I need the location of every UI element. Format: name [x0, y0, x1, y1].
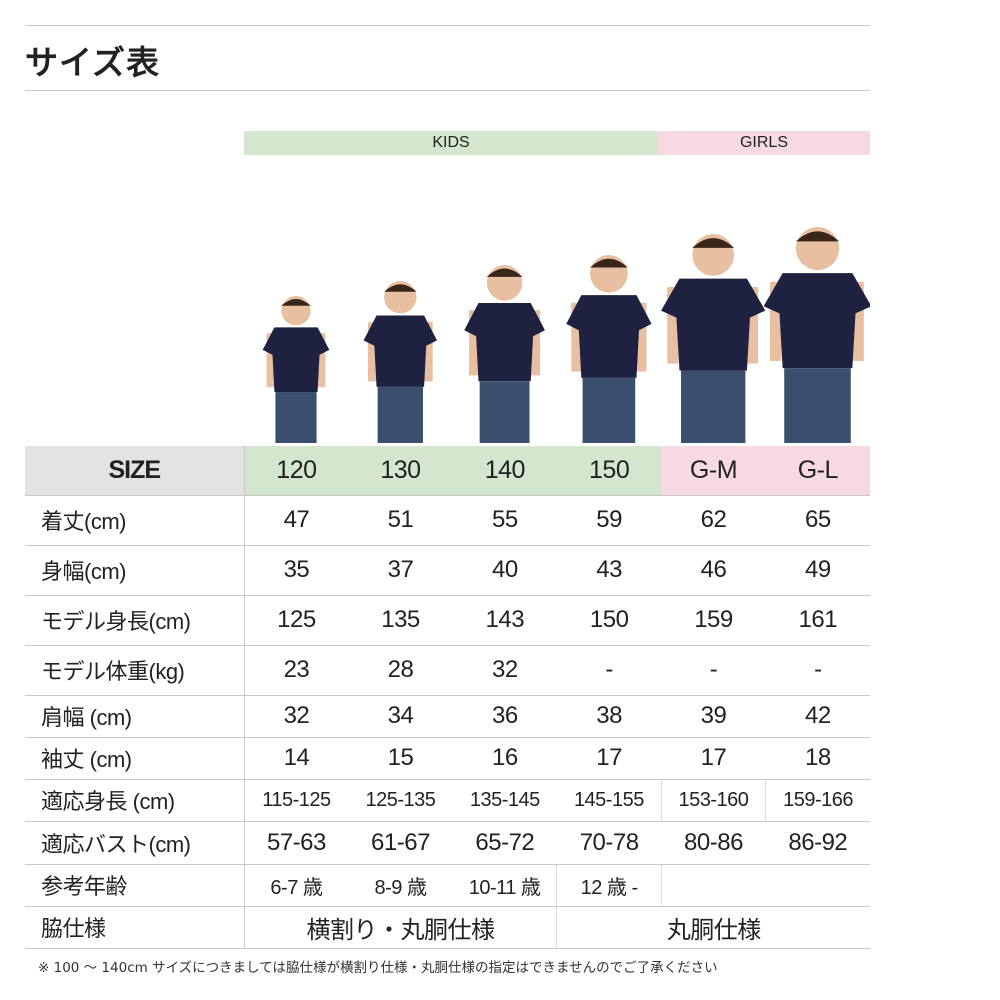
cell-value: 135-145	[452, 779, 557, 822]
cell-value: 145-155	[556, 779, 662, 822]
cell-value: 36	[452, 695, 557, 738]
table-row: 適応バスト(cm) 57-63 61-67 65-72 70-78 80-86 86-92	[25, 821, 870, 865]
cell-value: 47	[244, 495, 349, 546]
cell-value: 32	[452, 645, 557, 696]
row-label: モデル体重(kg)	[25, 645, 245, 696]
row-label: 着丈(cm)	[25, 495, 245, 546]
size-G-L: G-L	[765, 446, 870, 496]
row-label: 脇仕様	[25, 906, 245, 949]
cell-value: 43	[556, 545, 662, 596]
top-divider	[25, 25, 870, 26]
table-row: モデル体重(kg) 23 28 32- - -	[25, 645, 870, 696]
model-figure-150	[566, 255, 652, 443]
cell-value: 34	[348, 695, 453, 738]
cell-value: 161	[765, 595, 870, 646]
cell-value: 125-135	[348, 779, 453, 822]
table-row: 適応身長 (cm) 115-125 125-135 135-145 145-155 153…	[25, 779, 870, 822]
cell-value: 153-160	[661, 779, 767, 822]
cell-value: 143	[452, 595, 557, 646]
cell-value: 横割り・丸胴仕様	[244, 906, 558, 949]
row-label: 肩幅 (cm)	[25, 695, 245, 738]
size-140: 140	[452, 446, 557, 496]
size-header: SIZE	[25, 446, 245, 496]
cell-value: 115-125	[244, 779, 349, 822]
cell-value: 23	[244, 645, 349, 696]
cell-value: 70-78	[556, 821, 662, 865]
cell-value: 86-92	[765, 821, 870, 865]
model-figure-G-M	[661, 234, 766, 443]
table-row: 袖丈 (cm) 14 15 16 17 17 18	[25, 737, 870, 780]
table-row: 肩幅 (cm) 32 34 36 38 39 42	[25, 695, 870, 738]
cell-value: 32	[244, 695, 349, 738]
title-divider	[25, 90, 870, 91]
cell-value: 10-11 歳	[452, 864, 558, 907]
cell-value: 80-86	[661, 821, 766, 865]
size-G-M: G-M	[661, 446, 766, 496]
size-table: SIZE 120 130 140 150 G-M G-L 着丈(cm) 47 51 55 59 62 65…	[25, 446, 870, 949]
cell-value: 62	[661, 495, 766, 546]
cell-value: 59	[556, 495, 662, 546]
cell-value: 16	[452, 737, 557, 780]
cell-value: 159	[661, 595, 766, 646]
cell-value: 150	[556, 595, 662, 646]
cell-value: 17	[556, 737, 662, 780]
cell-value: 17	[661, 737, 766, 780]
cell-value: 12 歳 -	[556, 864, 662, 907]
cell-value: 18	[765, 737, 870, 780]
table-row: モデル身長(cm) 125 135 143 150 159 161	[25, 595, 870, 646]
cell-value: 14	[244, 737, 349, 780]
cell-value: 15	[348, 737, 453, 780]
cell-value: -	[661, 645, 766, 696]
model-figure-130	[363, 281, 438, 443]
cell-value: 65	[765, 495, 870, 546]
model-figure-140	[464, 265, 545, 443]
table-row: 参考年齢 6-7 歳 8-9 歳 10-11 歳 12 歳 -	[25, 864, 870, 907]
cell-value: 125	[244, 595, 349, 646]
cell-value: 61-67	[348, 821, 453, 865]
cell-value: 57-63	[244, 821, 349, 865]
cell-value: 8-9 歳	[348, 864, 453, 907]
cell-value: 159-166	[765, 779, 870, 822]
cell-value: 28	[348, 645, 453, 696]
cell-value: 65-72	[452, 821, 557, 865]
model-figure-120	[262, 296, 330, 443]
cell-value: 46	[661, 545, 766, 596]
cell-value: 40	[452, 545, 557, 596]
cell-value: 37	[348, 545, 453, 596]
table-row: 身幅(cm) 35 37 40 43 46 49	[25, 545, 870, 596]
row-label: 身幅(cm)	[25, 545, 245, 596]
cell-value: 49	[765, 545, 870, 596]
cell-value: 135	[348, 595, 453, 646]
girls-group-label: GIRLS	[658, 131, 870, 155]
cell-value: 6-7 歳	[244, 864, 349, 907]
size-120: 120	[244, 446, 349, 496]
cell-value: -	[765, 645, 870, 696]
table-row: 脇仕様 横割り・丸胴仕様 丸胴仕様	[25, 906, 870, 949]
cell-value: 55	[452, 495, 557, 546]
row-label: モデル身長(cm)	[25, 595, 245, 646]
cell-value	[661, 864, 870, 907]
cell-value: 38	[556, 695, 662, 738]
table-row: 着丈(cm) 47 51 55 59 62 65	[25, 495, 870, 546]
cell-value: 35	[244, 545, 349, 596]
cell-value: 42	[765, 695, 870, 738]
cell-value: 51	[348, 495, 453, 546]
model-photos	[262, 227, 870, 443]
row-label: 参考年齢	[25, 864, 245, 907]
size-130: 130	[348, 446, 453, 496]
cell-value: 39	[661, 695, 766, 738]
row-label: 袖丈 (cm)	[25, 737, 245, 780]
model-figure-G-L	[763, 227, 870, 443]
cell-value: -	[556, 645, 662, 696]
row-label: 適応身長 (cm)	[25, 779, 245, 822]
footnote: ※ 100 ～ 140cm サイズにつきましては脇仕様が横割り仕様・丸胴仕様の指…	[38, 960, 718, 976]
kids-group-label: KIDS	[244, 131, 658, 155]
row-label: 適応バスト(cm)	[25, 821, 245, 865]
size-150: 150	[556, 446, 662, 496]
cell-value: 丸胴仕様	[556, 906, 870, 949]
page-title: サイズ表	[25, 43, 161, 82]
